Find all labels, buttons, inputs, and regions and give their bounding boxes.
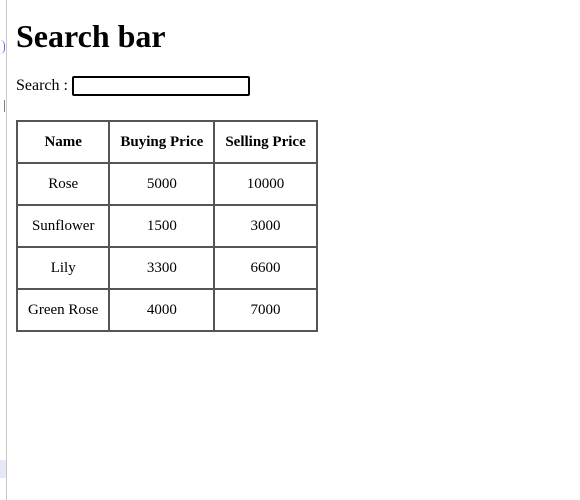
table-row: Lily 3300 6600 xyxy=(17,247,317,289)
cell-name: Rose xyxy=(17,163,110,205)
window-left-edge xyxy=(0,0,7,500)
table-header-row: Name Buying Price Selling Price xyxy=(17,121,317,163)
edge-highlight-marker xyxy=(0,460,6,478)
header-buying-price: Buying Price xyxy=(109,121,215,163)
cell-name: Lily xyxy=(17,247,110,289)
search-label: Search : xyxy=(16,77,68,94)
cell-selling-price: 10000 xyxy=(214,163,317,205)
cell-buying-price: 1500 xyxy=(109,205,215,247)
cell-selling-price: 3000 xyxy=(214,205,317,247)
search-input[interactable] xyxy=(71,76,250,96)
page-title: Search bar xyxy=(16,18,166,54)
table-row: Green Rose 4000 7000 xyxy=(17,289,317,331)
table-row: Sunflower 1500 3000 xyxy=(17,205,317,247)
header-selling-price: Selling Price xyxy=(214,121,317,163)
price-table: Name Buying Price Selling Price Rose 500… xyxy=(16,120,318,332)
cell-buying-price: 4000 xyxy=(109,289,215,331)
header-name: Name xyxy=(17,121,110,163)
cell-name: Green Rose xyxy=(17,289,110,331)
cell-selling-price: 7000 xyxy=(214,289,317,331)
cell-buying-price: 3300 xyxy=(109,247,215,289)
cell-buying-price: 5000 xyxy=(109,163,215,205)
table-row: Rose 5000 10000 xyxy=(17,163,317,205)
cell-selling-price: 6600 xyxy=(214,247,317,289)
cell-name: Sunflower xyxy=(17,205,110,247)
edge-tick-marker xyxy=(0,100,5,112)
search-row: Search : xyxy=(16,76,250,96)
edge-fold-marker xyxy=(0,40,5,54)
